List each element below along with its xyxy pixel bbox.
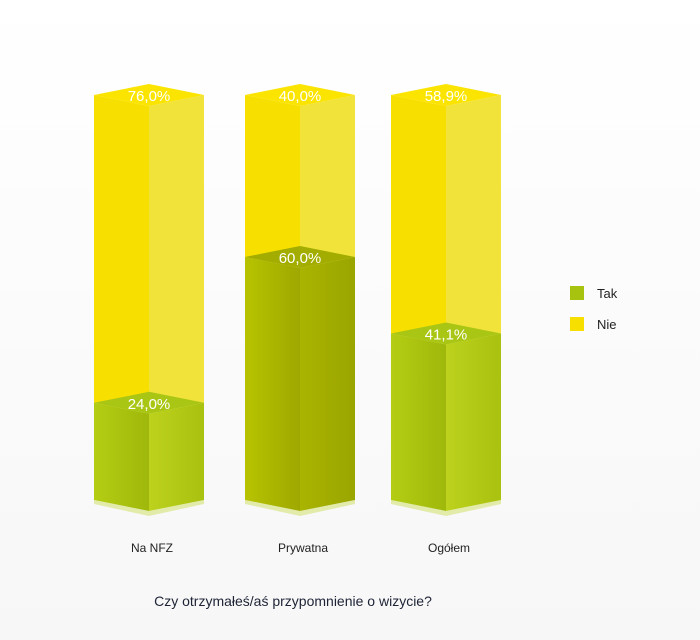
bar-nie-1-top-face (245, 84, 355, 106)
bar-nie-2-left-face (391, 95, 446, 345)
category-label-1: Prywatna (278, 541, 328, 555)
bar-tak-0-top-face (94, 391, 204, 414)
bar-tak-2-right-face (446, 333, 501, 511)
bar-nie-2-right-face (446, 95, 501, 345)
bar-base-1 (245, 500, 355, 516)
legend-swatch-nie (570, 317, 584, 331)
value-label-nie-1: 40,0% (279, 88, 322, 105)
bar-tak-2-left-face (391, 333, 446, 511)
bar-nie-2 (391, 84, 501, 345)
bar-tak-1 (245, 246, 355, 511)
bar-nie-0-top-face (94, 84, 204, 106)
value-label-tak-1: 60,0% (279, 250, 322, 267)
value-label-nie-2: 58,9% (425, 88, 468, 105)
category-label-2: Ogółem (428, 541, 470, 555)
legend-label-tak: Tak (597, 286, 618, 301)
bar-base-2 (391, 500, 501, 516)
bar-tak-1-top-face (245, 246, 355, 268)
bar-nie-0-right-face (149, 95, 204, 414)
bar-tak-0-left-face (94, 402, 149, 511)
value-label-tak-0: 24,0% (128, 396, 171, 413)
bar-nie-0-left-face (94, 95, 149, 414)
bar-tak-2-top-face (391, 322, 501, 345)
bar-nie-0 (94, 84, 204, 414)
bar-tak-2 (391, 322, 501, 511)
category-label-0: Na NFZ (131, 541, 173, 555)
bar-tak-0-right-face (149, 402, 204, 511)
bar-nie-1-right-face (300, 95, 355, 268)
chart-title: Czy otrzymałeś/aś przypomnienie o wizyci… (154, 593, 432, 609)
bar-tak-1-right-face (300, 257, 355, 511)
bar-tak-0 (94, 391, 204, 511)
bar-nie-1 (245, 84, 355, 268)
legend-swatch-tak (570, 286, 584, 300)
value-label-tak-2: 41,1% (425, 327, 468, 344)
value-label-nie-0: 76,0% (128, 88, 171, 105)
bar-base-0 (94, 500, 204, 516)
legend-label-nie: Nie (597, 317, 617, 332)
bar-nie-2-top-face (391, 84, 501, 106)
bar-nie-1-left-face (245, 95, 300, 268)
bar-tak-1-left-face (245, 257, 300, 511)
legend: Tak Nie (570, 286, 618, 332)
